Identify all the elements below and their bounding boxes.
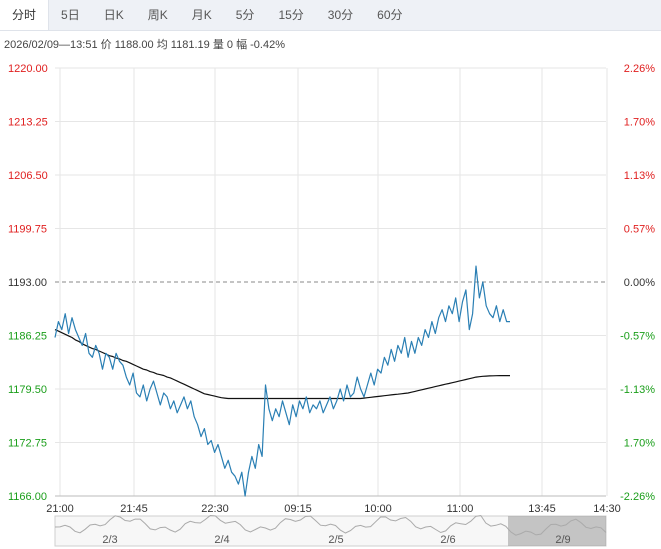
- tab-60min[interactable]: 60分: [377, 8, 403, 22]
- x-tick-label: 13:45: [528, 503, 556, 515]
- y-tick-label: 1193.00: [8, 277, 47, 289]
- pct-tick-label: -0.57%: [620, 331, 655, 343]
- navigator-selection[interactable]: [508, 516, 606, 546]
- quote-info-bar: 2026/02/09—13:51 价 1188.00 均 1181.19 量 0…: [4, 36, 285, 52]
- price-value: 1188.00: [114, 39, 154, 51]
- price-label: 价: [100, 39, 112, 51]
- pct-tick-label: -1.13%: [620, 384, 655, 396]
- avg-price-line: [54, 329, 510, 400]
- change-label: 幅: [236, 39, 248, 51]
- y-tick-label: 1166.00: [8, 491, 47, 503]
- x-tick-label: 21:45: [120, 503, 148, 515]
- pct-tick-label: 1.13%: [624, 170, 655, 182]
- x-tick-label: 14:30: [593, 503, 621, 515]
- x-tick-label: 22:30: [201, 503, 229, 515]
- tab-30min[interactable]: 30分: [327, 8, 354, 22]
- pct-tick-label: 1.70%: [624, 438, 655, 450]
- y-tick-label: 1206.50: [8, 170, 48, 182]
- navigator-date-label: 2/9: [555, 534, 570, 546]
- tab-weekly-k[interactable]: 周K: [147, 8, 168, 22]
- navigator-date-label: 2/6: [440, 534, 455, 546]
- y-tick-label: 1199.75: [8, 224, 47, 236]
- tab-5min[interactable]: 5分: [235, 8, 255, 22]
- volume-value: 0: [226, 39, 233, 51]
- y-tick-label: 1220.00: [8, 63, 48, 75]
- y-tick-label: 1186.25: [8, 331, 47, 343]
- tab-monthly-k[interactable]: 月K: [191, 8, 212, 22]
- period-tabs: 分时 5日 日K 周K 月K 5分 15分 30分 60分: [0, 0, 661, 31]
- tab-daily-k[interactable]: 日K: [103, 8, 124, 22]
- tab-intraday[interactable]: 分时: [0, 0, 50, 30]
- avg-value: 1181.19: [170, 39, 210, 51]
- pct-tick-label: 1.70%: [624, 117, 655, 129]
- x-tick-label: 11:00: [447, 503, 474, 515]
- navigator-date-label: 2/3: [102, 534, 117, 546]
- navigator-date-label: 2/4: [214, 534, 229, 546]
- x-tick-label: 21:00: [46, 503, 74, 515]
- pct-tick-label: -2.26%: [620, 491, 655, 503]
- pct-tick-label: 0.00%: [624, 277, 655, 289]
- navigator-date-label: 2/5: [328, 534, 343, 546]
- avg-label: 均: [156, 39, 168, 51]
- y-tick-label: 1179.50: [8, 384, 47, 396]
- x-tick-label: 10:00: [364, 503, 392, 515]
- y-tick-label: 1172.75: [8, 438, 47, 450]
- tab-15min[interactable]: 15分: [278, 8, 304, 22]
- datetime-text: 2026/02/09—13:51: [4, 39, 98, 51]
- pct-tick-label: 0.57%: [624, 224, 655, 236]
- y-tick-label: 1213.25: [8, 117, 48, 129]
- x-tick-label: 09:15: [284, 503, 312, 515]
- price-line: [54, 265, 510, 497]
- pct-tick-label: 2.26%: [624, 63, 655, 75]
- intraday-chart[interactable]: 1220.00 2.26% 1213.25 1.70% 1206.50 1.13% 1199…: [0, 56, 661, 549]
- navigator-sparkline: [54, 514, 607, 536]
- change-value: -0.42%: [250, 39, 285, 51]
- volume-label: 量: [212, 39, 224, 51]
- tab-5day[interactable]: 5日: [61, 8, 80, 22]
